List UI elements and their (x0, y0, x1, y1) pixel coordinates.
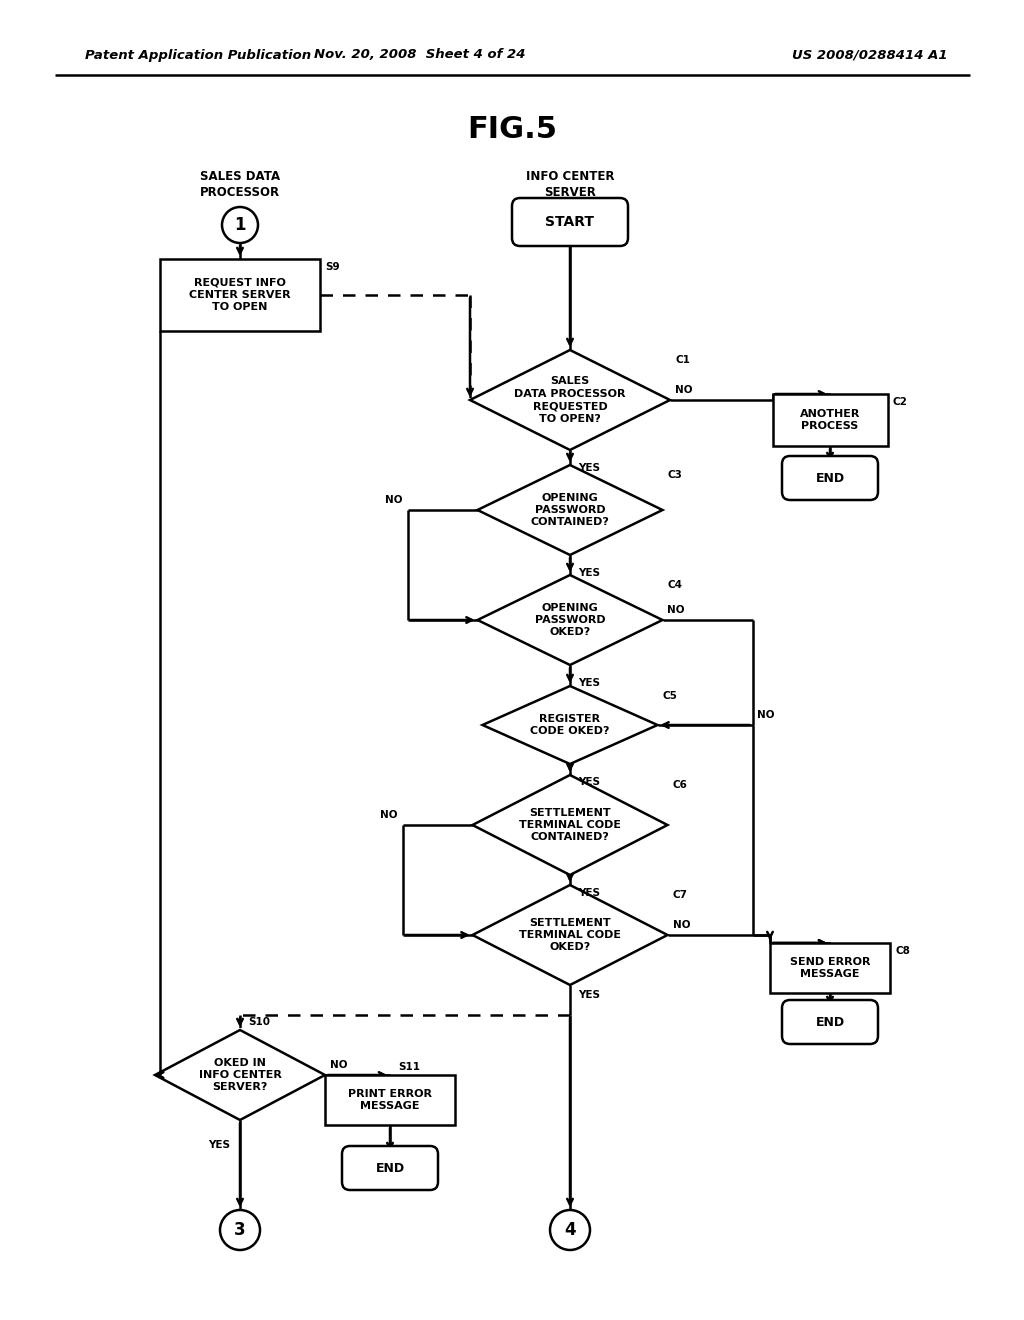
Text: SALES DATA
PROCESSOR: SALES DATA PROCESSOR (200, 170, 280, 199)
FancyBboxPatch shape (325, 1074, 455, 1125)
Text: S9: S9 (325, 261, 340, 272)
Text: SALES
DATA PROCESSOR
REQUESTED
TO OPEN?: SALES DATA PROCESSOR REQUESTED TO OPEN? (514, 376, 626, 424)
Text: C5: C5 (663, 690, 677, 701)
Text: NO: NO (675, 385, 692, 395)
Text: C1: C1 (675, 355, 690, 366)
FancyBboxPatch shape (342, 1146, 438, 1191)
FancyBboxPatch shape (160, 259, 319, 331)
Text: Patent Application Publication: Patent Application Publication (85, 49, 311, 62)
Text: NO: NO (673, 920, 690, 931)
Text: SETTLEMENT
TERMINAL CODE
OKED?: SETTLEMENT TERMINAL CODE OKED? (519, 917, 621, 953)
Text: NO: NO (758, 710, 775, 719)
Text: START: START (546, 215, 595, 228)
Text: YES: YES (578, 888, 600, 898)
FancyBboxPatch shape (782, 455, 878, 500)
Text: C8: C8 (895, 946, 910, 956)
Text: YES: YES (578, 463, 600, 473)
Text: NO: NO (380, 810, 397, 820)
FancyBboxPatch shape (770, 942, 890, 993)
Text: END: END (815, 471, 845, 484)
Text: NO: NO (668, 605, 685, 615)
Text: YES: YES (578, 678, 600, 688)
Text: YES: YES (208, 1140, 230, 1150)
Text: REGISTER
CODE OKED?: REGISTER CODE OKED? (530, 714, 609, 737)
Text: REQUEST INFO
CENTER SERVER
TO OPEN: REQUEST INFO CENTER SERVER TO OPEN (189, 277, 291, 313)
Text: FIG.5: FIG.5 (467, 116, 557, 144)
Text: 3: 3 (234, 1221, 246, 1239)
Text: S11: S11 (398, 1063, 420, 1072)
Text: YES: YES (578, 568, 600, 578)
Text: S10: S10 (248, 1016, 270, 1027)
Text: C6: C6 (673, 780, 687, 789)
Text: US 2008/0288414 A1: US 2008/0288414 A1 (793, 49, 948, 62)
Text: SEND ERROR
MESSAGE: SEND ERROR MESSAGE (790, 957, 870, 979)
Text: OPENING
PASSWORD
OKED?: OPENING PASSWORD OKED? (535, 603, 605, 638)
Text: C2: C2 (893, 397, 907, 407)
Text: 4: 4 (564, 1221, 575, 1239)
Text: OPENING
PASSWORD
CONTAINED?: OPENING PASSWORD CONTAINED? (530, 492, 609, 528)
Text: C7: C7 (673, 890, 687, 900)
Text: YES: YES (578, 990, 600, 1001)
Text: END: END (376, 1162, 404, 1175)
Text: YES: YES (578, 777, 600, 787)
Text: SETTLEMENT
TERMINAL CODE
CONTAINED?: SETTLEMENT TERMINAL CODE CONTAINED? (519, 808, 621, 842)
FancyBboxPatch shape (772, 393, 888, 446)
Text: END: END (815, 1015, 845, 1028)
Text: Nov. 20, 2008  Sheet 4 of 24: Nov. 20, 2008 Sheet 4 of 24 (314, 49, 525, 62)
Text: OKED IN
INFO CENTER
SERVER?: OKED IN INFO CENTER SERVER? (199, 1057, 282, 1093)
Text: ANOTHER
PROCESS: ANOTHER PROCESS (800, 409, 860, 432)
FancyBboxPatch shape (782, 1001, 878, 1044)
Text: NO: NO (330, 1060, 347, 1071)
Text: C3: C3 (668, 470, 682, 480)
Text: PRINT ERROR
MESSAGE: PRINT ERROR MESSAGE (348, 1089, 432, 1111)
Text: 1: 1 (234, 216, 246, 234)
Text: INFO CENTER
SERVER: INFO CENTER SERVER (525, 170, 614, 199)
Text: NO: NO (385, 495, 402, 506)
FancyBboxPatch shape (512, 198, 628, 246)
Text: C4: C4 (668, 579, 683, 590)
